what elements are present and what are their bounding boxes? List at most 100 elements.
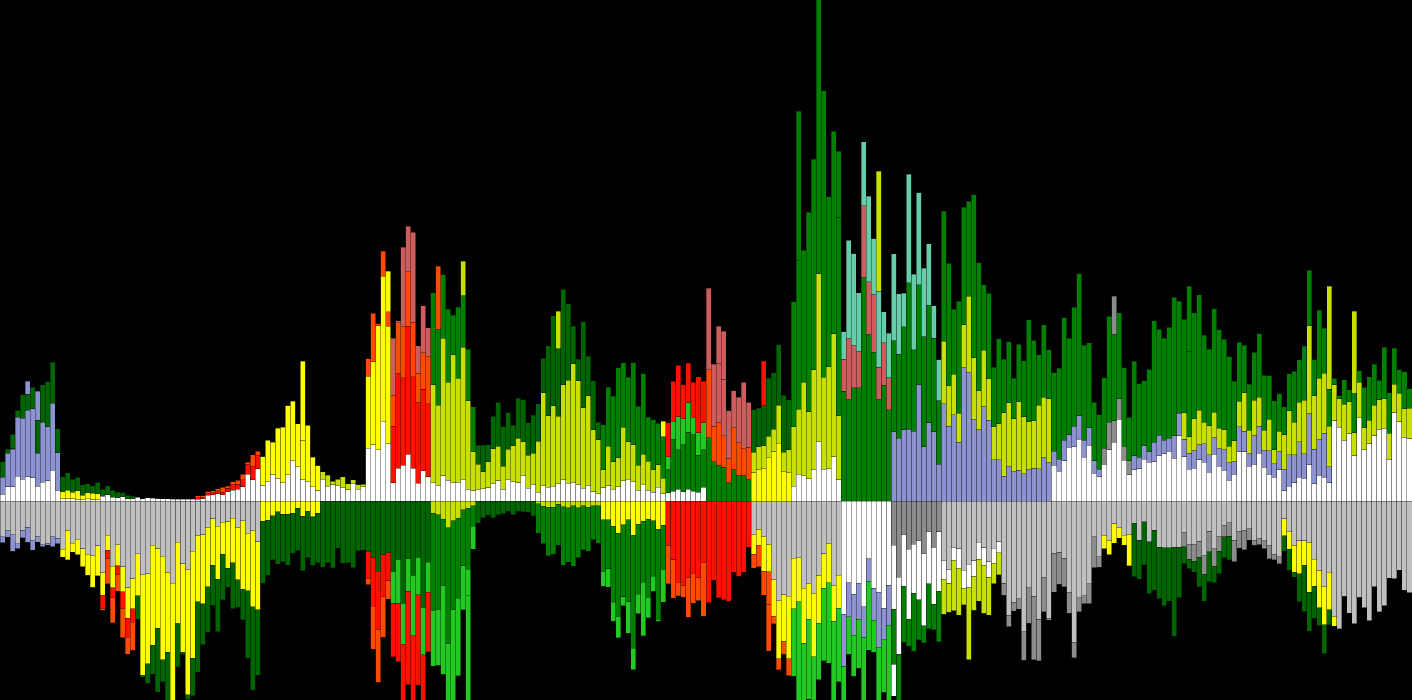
bar-segment-negative: [1036, 619, 1041, 661]
bar-segment-positive: [861, 206, 866, 278]
bar-segment-negative: [120, 501, 125, 567]
bar-segment-negative: [396, 501, 401, 559]
bar-segment-positive: [1147, 452, 1152, 463]
bar-segment-negative: [1282, 536, 1287, 552]
bar-segment-negative: [826, 544, 831, 583]
bar-segment-positive: [85, 493, 90, 499]
bar-column: [546, 346, 551, 556]
bar-segment-negative: [386, 553, 391, 581]
bar-column: [315, 466, 320, 563]
bar-segment-negative: [686, 578, 691, 618]
bar-segment-negative: [436, 501, 441, 515]
bar-column: [125, 495, 130, 654]
bar-segment-positive: [406, 326, 411, 454]
bar-segment-negative: [295, 501, 300, 508]
bar-segment-negative: [1237, 531, 1242, 548]
bar-segment-negative: [961, 588, 966, 605]
bar-column: [921, 268, 926, 643]
bar-column: [926, 244, 931, 629]
bar-segment-positive: [20, 479, 25, 501]
bar-segment-negative: [446, 501, 451, 528]
bar-segment-negative: [1001, 501, 1006, 583]
bar-segment-positive: [876, 291, 881, 367]
bar-segment-positive: [1232, 461, 1237, 474]
bar-segment-spike: [836, 151, 841, 217]
bar-segment-negative: [285, 514, 290, 565]
bar-column: [691, 382, 696, 603]
bar-segment-negative: [1162, 548, 1167, 606]
bar-segment-negative: [1302, 501, 1307, 541]
bar-segment-positive: [225, 492, 230, 501]
bar-segment-negative: [150, 501, 155, 545]
bar-segment-positive: [1367, 420, 1372, 443]
bar-segment-positive: [10, 487, 15, 501]
bar-column: [431, 293, 436, 666]
bar-segment-negative: [315, 513, 320, 562]
bar-segment-positive: [1347, 390, 1352, 402]
bar-column: [901, 293, 906, 642]
bar-segment-negative: [891, 501, 896, 545]
bar-segment-positive: [776, 405, 781, 443]
bar-segment-positive: [606, 446, 611, 485]
bar-segment-positive: [50, 470, 55, 501]
bar-column: [761, 361, 766, 595]
bar-segment-negative: [681, 501, 686, 586]
bar-segment-positive: [506, 449, 511, 479]
bar-segment-positive: [451, 483, 456, 501]
bar-segment-positive: [816, 0, 821, 274]
bar-segment-negative: [861, 637, 866, 700]
bar-segment-positive: [130, 496, 135, 498]
bar-segment-negative: [1372, 501, 1377, 587]
bar-segment-positive: [941, 404, 946, 501]
bar-segment-positive: [75, 477, 80, 490]
bar-segment-negative: [130, 609, 135, 623]
bar-segment-positive: [876, 367, 881, 399]
bar-segment-positive: [1227, 480, 1232, 501]
bar-segment-positive: [1342, 440, 1347, 501]
bar-segment-negative: [731, 501, 736, 572]
bar-segment-positive: [25, 410, 30, 476]
bar-segment-positive: [811, 159, 816, 370]
bar-segment-positive: [871, 295, 876, 353]
bar-segment-negative: [986, 577, 991, 615]
bar-segment-positive: [1372, 364, 1377, 405]
bar-segment-negative: [421, 607, 426, 654]
bar-segment-positive: [496, 481, 501, 501]
bar-segment-positive: [1272, 401, 1277, 450]
bar-segment-positive: [751, 473, 756, 501]
bar-segment-negative: [1046, 501, 1051, 618]
bar-segment-negative: [941, 501, 946, 560]
bar-segment-negative: [586, 507, 591, 551]
bar-segment-positive: [401, 247, 406, 326]
bar-column: [35, 391, 40, 542]
bar-segment-negative: [0, 501, 5, 537]
bar-segment-positive: [1362, 450, 1367, 501]
bar-segment-negative: [1282, 519, 1287, 536]
bar-segment-positive: [461, 296, 466, 348]
bar-segment-negative: [936, 532, 941, 591]
bar-segment-negative: [606, 569, 611, 587]
bar-column: [110, 490, 115, 623]
bar-segment-positive: [1262, 375, 1267, 430]
bar-column: [1257, 334, 1262, 545]
bar-segment-negative: [1137, 540, 1142, 579]
bar-segment-positive: [451, 315, 456, 355]
bar-segment-negative: [1162, 501, 1167, 548]
bar-segment-negative: [846, 501, 851, 583]
bar-segment-positive: [1152, 321, 1157, 443]
bar-segment-positive: [345, 490, 350, 501]
bar-segment-negative: [391, 603, 396, 656]
bar-segment-positive: [1337, 399, 1342, 428]
bar-segment-positive: [656, 487, 661, 501]
bar-segment-positive: [1222, 339, 1227, 429]
bar-segment-negative: [75, 539, 80, 555]
bar-column: [200, 496, 205, 645]
bar-column: [786, 400, 791, 676]
bar-segment-negative: [1057, 501, 1062, 552]
bar-segment-negative: [1092, 501, 1097, 537]
bar-segment-positive: [666, 457, 671, 470]
bar-segment-negative: [1247, 529, 1252, 540]
bar-segment-positive: [976, 430, 981, 501]
bar-segment-positive: [551, 316, 556, 406]
bar-segment-negative: [100, 572, 105, 595]
